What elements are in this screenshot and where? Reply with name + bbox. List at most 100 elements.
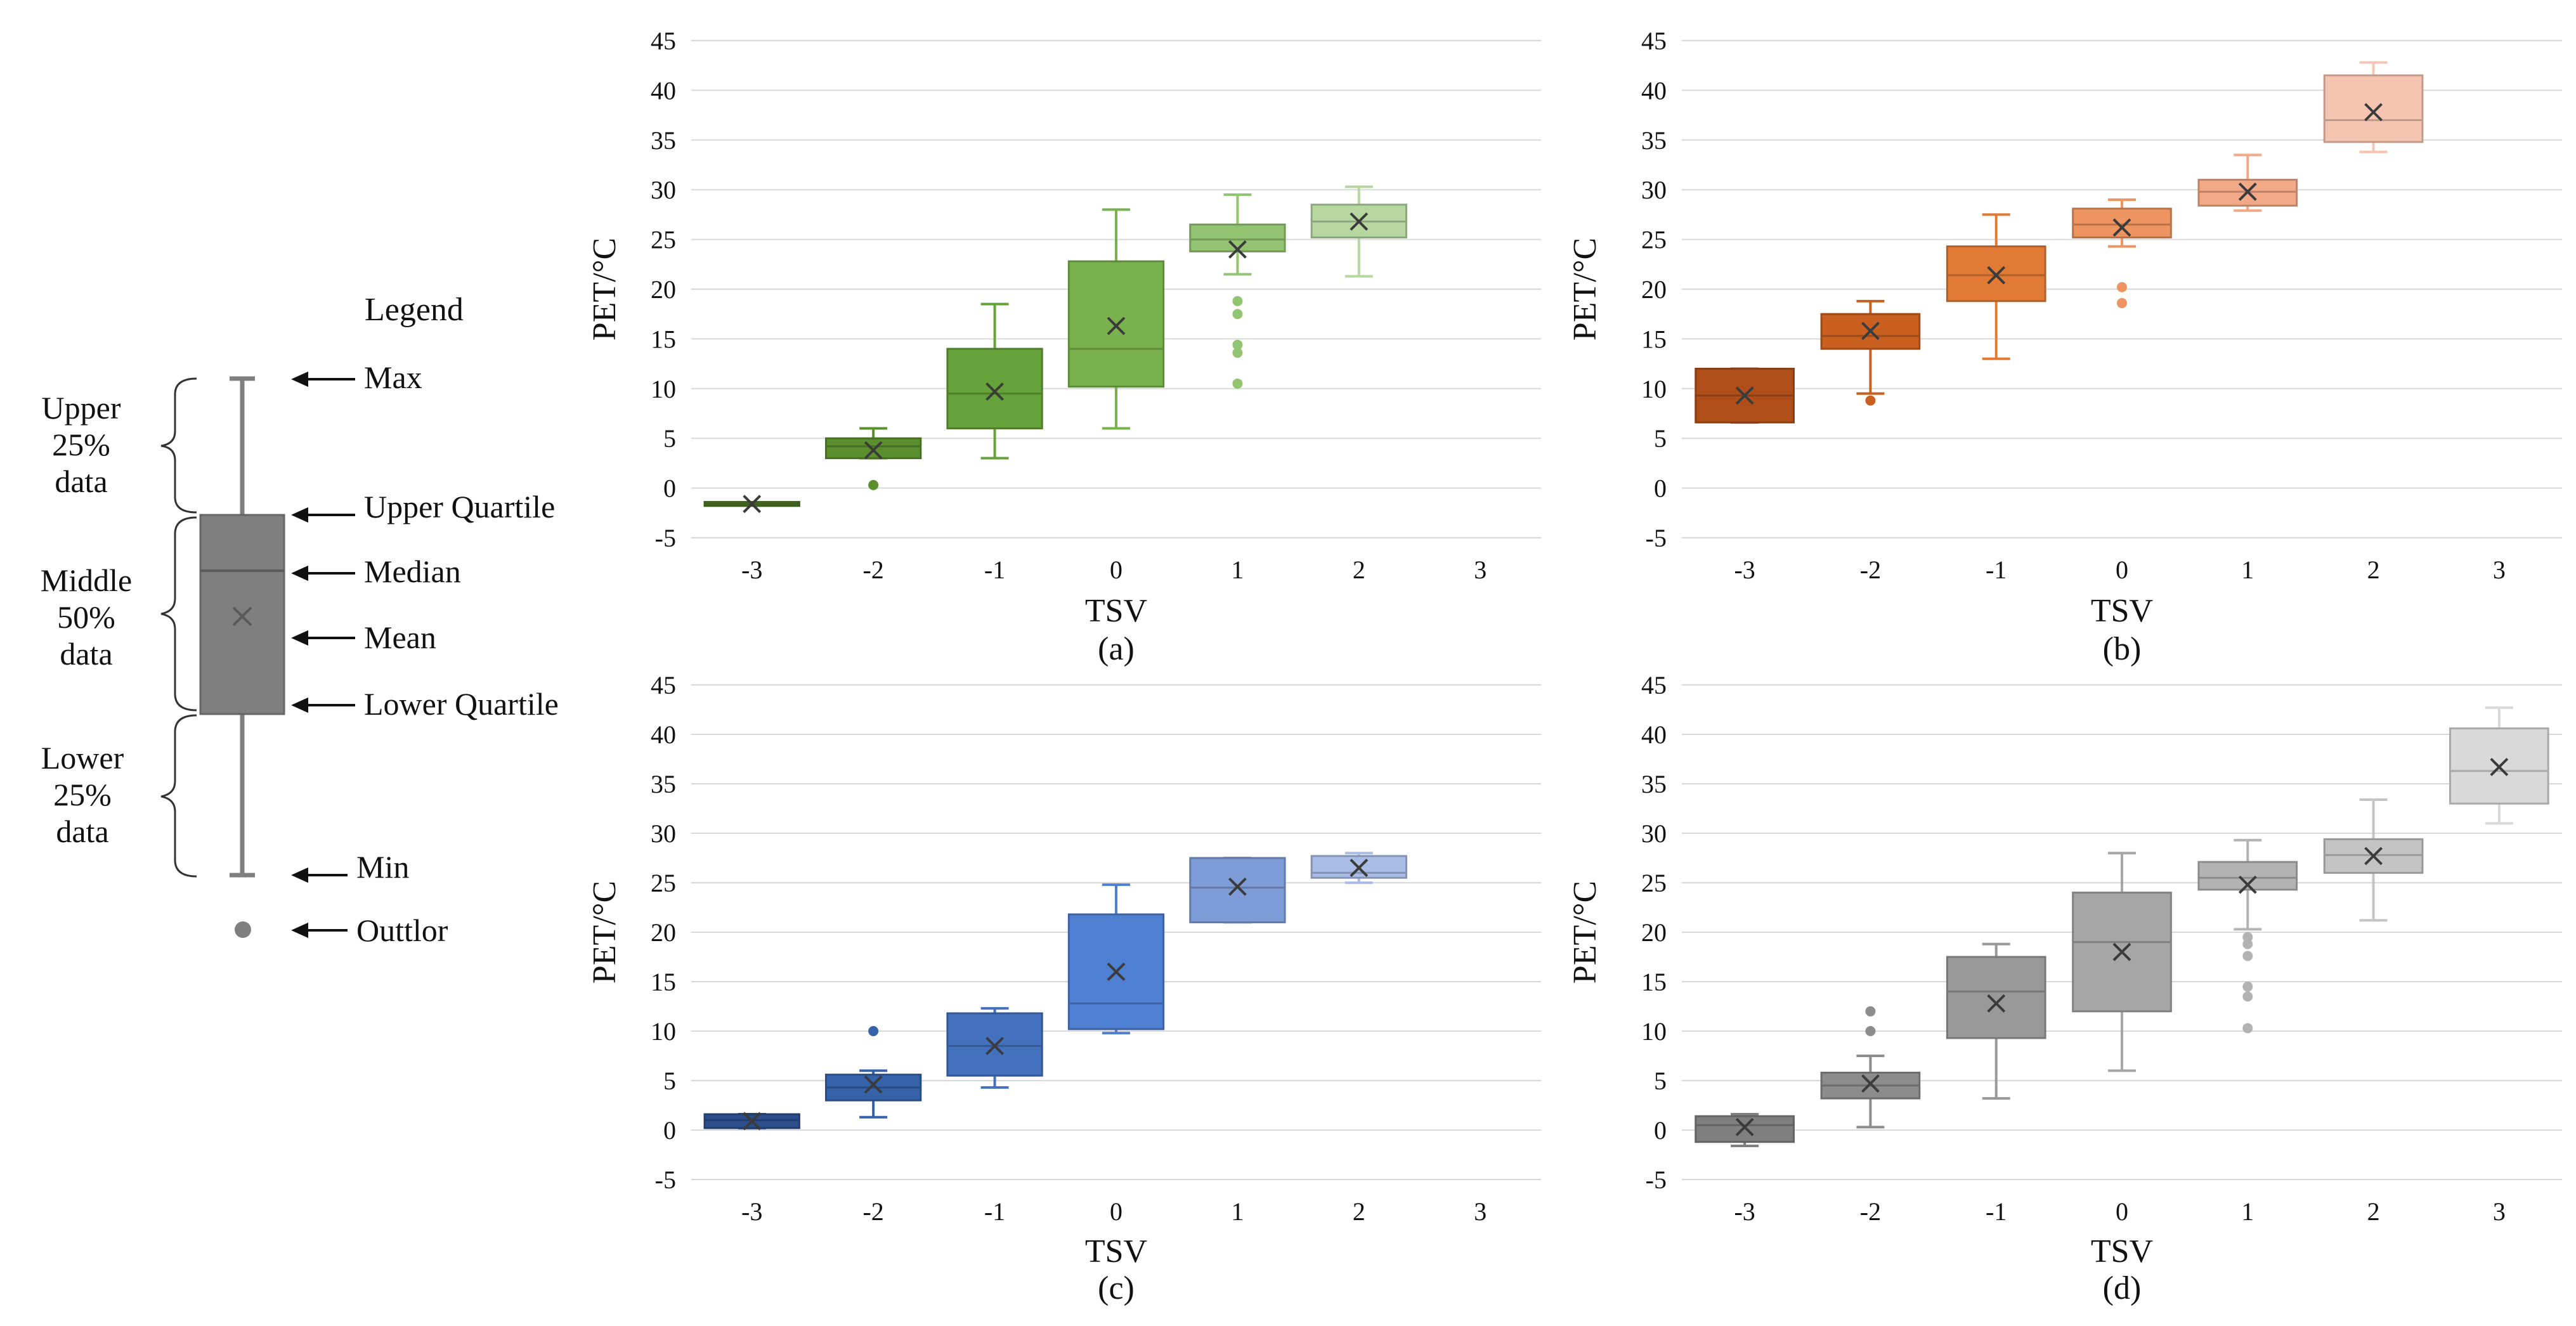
chart-d-xtick-label: 3 <box>2493 1197 2506 1226</box>
chart-c-ytick-label: 20 <box>651 918 676 947</box>
chart-a-ytick-label: 5 <box>663 424 676 453</box>
chart-d-ytick-label: 40 <box>1641 720 1667 749</box>
chart-b-ytick-label: 25 <box>1641 226 1667 254</box>
chart-c-xtick-label: -1 <box>984 1197 1005 1226</box>
chart-c-xtick-label: 3 <box>1474 1197 1486 1226</box>
chart-a-mean-marker <box>1350 212 1369 231</box>
chart-b-mean-marker <box>2364 103 2383 122</box>
chart-c-xtick-label: 0 <box>1110 1197 1122 1226</box>
legend-title: Legend <box>365 292 464 328</box>
chart-b-xtick-label: 3 <box>2493 556 2506 584</box>
chart-b-xtick-label: -3 <box>1734 556 1755 584</box>
chart-d-panel-caption: (d) <box>2103 1270 2142 1306</box>
legend-label-max: Max <box>364 360 422 395</box>
legend-box <box>199 514 285 715</box>
legend-label-min: Min <box>356 849 409 885</box>
chart-d-ytick-label: 0 <box>1654 1116 1667 1145</box>
chart-a-panel-caption: (a) <box>1098 631 1135 667</box>
chart-d-mean-marker <box>2238 875 2257 894</box>
chart-c-ytick-label: 15 <box>651 968 676 996</box>
chart-d-ytick-label: 45 <box>1641 671 1667 699</box>
chart-d-ytick-label: 30 <box>1641 819 1667 848</box>
chart-d-xtick-label: 2 <box>2367 1197 2380 1226</box>
chart-b-outlier-point <box>1865 395 1876 406</box>
chart-b-ytick-label: 0 <box>1654 474 1667 503</box>
chart-d-mean-marker <box>1861 1074 1880 1093</box>
chart-d-ytick-label: 20 <box>1641 918 1667 947</box>
chart-d-box-tsv-1 <box>2197 838 2298 1034</box>
chart-b-box-tsv-0 <box>2072 198 2172 308</box>
chart-d-mean-marker <box>1987 994 2006 1013</box>
chart-c-ytick-label: 45 <box>651 671 676 699</box>
chart-d-iqr-box <box>1695 1115 1795 1143</box>
chart-b-ytick-label: 15 <box>1641 325 1667 353</box>
chart-b-xtick-label: -1 <box>1986 556 2007 584</box>
chart-d-mean-marker <box>2112 942 2131 961</box>
chart-panel-d: -5 0 5 10 15 20 25 30 35 40 45 -3 -2 -1 0 1 2 3 TSV PET/°C (… <box>1567 671 2562 1306</box>
legend-outlier-dot <box>235 921 251 938</box>
legend-brace-upper-line1: Upper <box>42 390 121 426</box>
chart-d-outlier-point <box>2242 932 2253 942</box>
chart-d-ylabel: PET/°C <box>1567 881 1603 984</box>
chart-c-ytick-label: 30 <box>651 819 676 848</box>
chart-b-iqr-box <box>2323 74 2424 143</box>
chart-c-ytick-label: -5 <box>655 1166 676 1194</box>
chart-b-xtick-label: 2 <box>2367 556 2380 584</box>
chart-c-mean-marker <box>864 1075 883 1094</box>
chart-a-ytick-label: 40 <box>651 76 676 105</box>
chart-c-ytick-label: 40 <box>651 720 676 749</box>
chart-c-ytick-label: 0 <box>663 1116 676 1145</box>
chart-d-xtick-label: -1 <box>1986 1197 2007 1226</box>
chart-b-ytick-label: 5 <box>1654 424 1667 453</box>
chart-b-ytick-label: 35 <box>1641 126 1667 155</box>
chart-a-outlier-point <box>868 479 879 490</box>
chart-d-xtick-label: 0 <box>2116 1197 2128 1226</box>
chart-a-ytick-label: 30 <box>651 176 676 204</box>
chart-a-outlier-point <box>1232 309 1243 320</box>
chart-d-mean-marker <box>1735 1117 1754 1136</box>
chart-a-ytick-label: -5 <box>655 524 676 552</box>
chart-a-ytick-label: 0 <box>663 474 676 503</box>
chart-a-ytick-label: 15 <box>651 325 676 353</box>
chart-b-outlier-point <box>2117 282 2127 292</box>
chart-a-iqr-box <box>1067 260 1165 388</box>
chart-c-box-tsv--3 <box>703 1112 800 1131</box>
chart-a-box-tsv-1 <box>1189 193 1286 389</box>
chart-c-mean-marker <box>1228 877 1247 896</box>
chart-d-ytick-label: 35 <box>1641 770 1667 798</box>
chart-b-xtick-label: 1 <box>2241 556 2254 584</box>
chart-d-box-tsv-3 <box>2449 706 2549 825</box>
legend-brace-lower-line1: Lower <box>41 740 124 776</box>
chart-b-ylabel: PET/°C <box>1567 238 1603 341</box>
chart-d-outlier-point <box>2242 991 2253 1002</box>
chart-c-box-tsv-1 <box>1189 857 1286 924</box>
chart-c-box-tsv--1 <box>946 1007 1043 1089</box>
chart-a-xtick-label: 1 <box>1231 556 1244 584</box>
legend-brace-lower-line2: 25% <box>53 777 112 812</box>
legend-label-upper-quartile: Upper Quartile <box>364 489 555 524</box>
legend-braces <box>160 377 197 878</box>
legend-brace-middle-line3: data <box>60 636 112 672</box>
chart-d-ytick-label: -5 <box>1646 1166 1667 1194</box>
chart-d-xtick-label: 1 <box>2241 1197 2254 1226</box>
chart-b-mean-marker <box>1735 386 1754 405</box>
chart-b-ytick-label: 10 <box>1641 375 1667 403</box>
chart-c-ytick-label: 5 <box>663 1067 676 1095</box>
chart-b-ytick-label: -5 <box>1646 524 1667 552</box>
chart-a-mean-marker <box>1228 240 1247 259</box>
legend-label-outlier: Outtlor <box>356 913 448 948</box>
chart-b-ytick-label: 40 <box>1641 76 1667 105</box>
chart-a-ytick-label: 35 <box>651 126 676 155</box>
chart-d-outlier-point <box>2242 981 2253 992</box>
chart-a-iqr-box <box>1189 223 1286 252</box>
chart-a-mean-marker <box>864 441 883 460</box>
chart-a-box-tsv-0 <box>1067 208 1165 430</box>
chart-c-mean-marker <box>1107 962 1126 981</box>
chart-d-box-tsv--1 <box>1946 942 2046 1100</box>
chart-c-xtick-label: -2 <box>862 1197 883 1226</box>
chart-a-box-tsv--2 <box>824 427 922 490</box>
chart-d-ytick-label: 25 <box>1641 869 1667 897</box>
chart-b-mean-marker <box>1987 266 2006 285</box>
chart-c-xtick-label: 2 <box>1353 1197 1365 1226</box>
